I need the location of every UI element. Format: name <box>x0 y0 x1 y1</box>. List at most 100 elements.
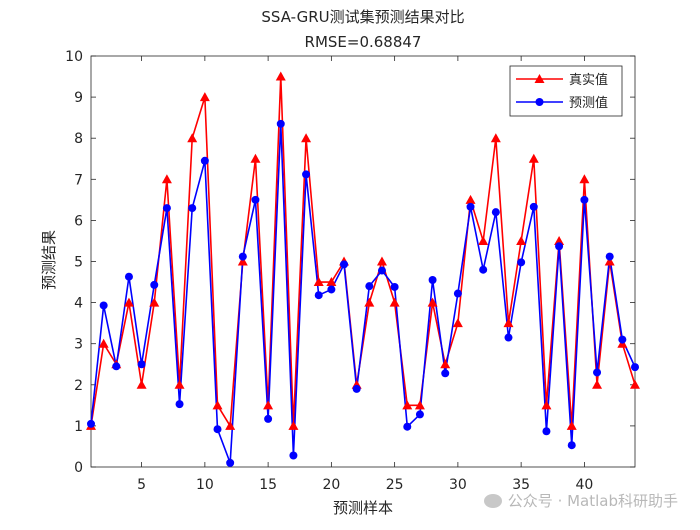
data-point-predicted <box>593 368 602 377</box>
data-point-predicted <box>504 333 513 342</box>
data-point-predicted <box>340 260 349 269</box>
data-point-predicted <box>276 119 285 128</box>
data-point-actual <box>174 379 185 389</box>
data-point-actual <box>452 318 463 328</box>
data-point-predicted <box>289 451 298 460</box>
watermark-text: 公众号 · Matlab科研助手 <box>507 492 678 510</box>
data-point-actual <box>187 133 198 143</box>
y-axis-label: 预测结果 <box>40 230 58 290</box>
data-point-predicted <box>264 414 273 423</box>
data-point-predicted <box>162 204 171 213</box>
data-point-predicted <box>403 422 412 431</box>
data-point-actual <box>149 297 160 307</box>
data-point-predicted <box>327 285 336 294</box>
wechat-icon <box>483 494 502 508</box>
data-point-actual <box>440 359 451 369</box>
y-tick-label: 6 <box>74 213 83 229</box>
data-point-actual <box>503 318 514 328</box>
data-point-predicted <box>99 301 108 310</box>
data-point-actual <box>237 256 248 266</box>
data-point-predicted <box>567 441 576 450</box>
data-point-predicted <box>137 360 146 369</box>
data-point-predicted <box>631 363 639 372</box>
y-tick-label: 10 <box>65 49 83 65</box>
data-point-predicted <box>555 242 564 251</box>
y-tick-label: 4 <box>74 296 83 312</box>
data-point-predicted <box>618 335 627 344</box>
y-tick-label: 0 <box>74 460 83 476</box>
data-point-actual <box>630 379 640 389</box>
data-point-actual <box>516 235 527 245</box>
data-point-predicted <box>226 458 235 467</box>
chart-title: SSA-GRU测试集预测结果对比 <box>261 8 464 26</box>
data-point-actual <box>592 379 603 389</box>
x-tick-label: 20 <box>322 477 340 493</box>
data-point-actual <box>136 379 147 389</box>
data-point-predicted <box>150 280 159 289</box>
series-line-predicted <box>90 123 636 464</box>
data-point-predicted <box>251 195 260 204</box>
data-point-actual <box>541 400 552 410</box>
data-point-predicted <box>479 265 488 274</box>
data-point-predicted <box>365 282 374 291</box>
y-tick-label: 2 <box>74 378 83 394</box>
data-point-actual <box>250 153 261 163</box>
legend-marker-predicted <box>535 98 544 106</box>
x-tick-label: 40 <box>575 477 593 493</box>
data-point-actual <box>263 400 274 410</box>
data-point-actual <box>376 256 387 266</box>
data-point-actual <box>528 153 539 163</box>
data-point-actual <box>579 174 590 184</box>
data-point-predicted <box>87 419 95 428</box>
legend: 真实值 预测值 <box>509 65 623 117</box>
data-point-actual <box>98 338 109 348</box>
data-point-actual <box>490 133 501 143</box>
data-point-predicted <box>213 425 222 434</box>
plot-area: 0 1 2 3 4 5 6 7 8 9 10 5 10 15 20 25 30 35 40 <box>65 49 640 493</box>
data-point-predicted <box>453 289 462 298</box>
y-tick-label: 5 <box>74 255 83 271</box>
data-point-predicted <box>542 427 551 436</box>
data-point-predicted <box>580 195 589 204</box>
data-point-predicted <box>314 291 323 300</box>
data-point-predicted <box>377 266 386 275</box>
data-point-predicted <box>529 202 538 211</box>
data-point-predicted <box>175 400 184 409</box>
data-point-predicted <box>466 202 475 211</box>
x-tick-label: 25 <box>386 477 404 493</box>
x-axis-label: 预测样本 <box>333 499 393 517</box>
data-point-actual <box>604 256 615 266</box>
data-point-actual <box>275 71 286 81</box>
x-tick-label: 10 <box>196 477 214 493</box>
x-tick-label: 35 <box>512 477 530 493</box>
y-tick-label: 3 <box>74 337 83 353</box>
x-tick-label: 15 <box>259 477 277 493</box>
data-point-predicted <box>605 252 614 261</box>
data-point-actual <box>212 400 223 410</box>
data-point-predicted <box>390 282 399 291</box>
data-point-predicted <box>517 258 526 267</box>
data-point-actual <box>301 133 312 143</box>
chart-subtitle: RMSE=0.68847 <box>305 33 422 51</box>
data-point-predicted <box>491 208 500 217</box>
data-point-actual <box>389 297 400 307</box>
data-point-predicted <box>200 156 209 165</box>
data-point-actual <box>161 174 172 184</box>
x-tick-label: 30 <box>449 477 467 493</box>
data-point-actual <box>225 420 236 430</box>
x-tick-label: 5 <box>137 477 146 493</box>
data-point-predicted <box>238 252 247 261</box>
data-point-actual <box>402 400 413 410</box>
y-tick-label: 1 <box>74 419 83 435</box>
data-point-actual <box>326 277 337 287</box>
data-point-actual <box>554 235 565 245</box>
data-point-actual <box>465 194 476 204</box>
data-point-predicted <box>352 384 361 393</box>
data-point-actual <box>199 92 210 102</box>
y-tick-label: 8 <box>74 131 83 147</box>
data-point-predicted <box>415 410 424 419</box>
legend-label-actual: 真实值 <box>569 72 608 88</box>
data-point-actual <box>478 235 489 245</box>
